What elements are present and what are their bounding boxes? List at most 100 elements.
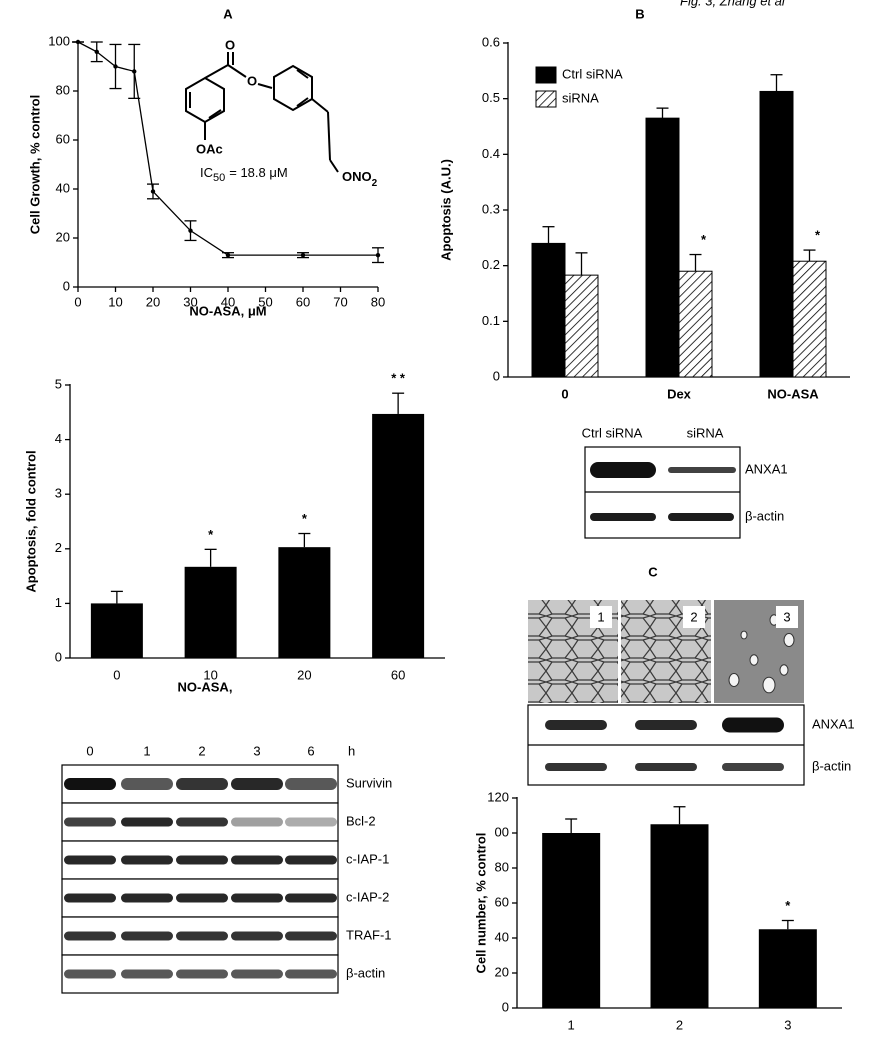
blot-band bbox=[231, 969, 283, 979]
data-point bbox=[188, 228, 193, 233]
blot-band bbox=[64, 778, 116, 790]
blot-band bbox=[121, 817, 173, 827]
legend-swatch bbox=[535, 90, 557, 108]
row-label: Bcl-2 bbox=[346, 813, 376, 828]
data-point bbox=[150, 189, 156, 194]
annotation: IC50 = 18.8 μM bbox=[200, 165, 288, 183]
legend-label: siRNA bbox=[562, 90, 599, 105]
row-label: Survivin bbox=[346, 775, 392, 790]
image-label-box bbox=[683, 606, 705, 628]
image-label: 1 bbox=[597, 609, 604, 624]
blot-band bbox=[176, 855, 228, 865]
x-tick-label: 2 bbox=[676, 1017, 683, 1032]
structure-label: 2 bbox=[372, 178, 378, 189]
bar bbox=[758, 929, 817, 1008]
x-tick-label: 80 bbox=[371, 294, 385, 309]
legend-swatch bbox=[535, 66, 557, 84]
chemical-structure bbox=[185, 52, 339, 173]
figure-header: Fig. 3, Zhang et al bbox=[680, 0, 786, 8]
image-label: 2 bbox=[690, 609, 697, 624]
legend-label: Ctrl siRNA bbox=[562, 66, 623, 81]
image-label: 3 bbox=[783, 609, 790, 624]
x-tick-label: 10 bbox=[108, 294, 122, 309]
row-label: c-IAP-1 bbox=[346, 851, 389, 866]
bar bbox=[542, 833, 601, 1008]
annotation: IC bbox=[200, 165, 213, 180]
bar bbox=[792, 260, 827, 378]
x-tick-label: 60 bbox=[391, 667, 405, 682]
blot-band bbox=[64, 817, 116, 827]
y-tick-label: 0.3 bbox=[482, 201, 500, 216]
blot-band bbox=[231, 855, 283, 865]
cell bbox=[779, 664, 789, 676]
row-label: β-actin bbox=[812, 758, 851, 773]
blot-band bbox=[285, 931, 337, 941]
blot-band bbox=[590, 462, 656, 478]
y-tick-label: 0 bbox=[502, 999, 509, 1014]
structure-label: ONO2 bbox=[342, 169, 378, 188]
blot-band bbox=[722, 763, 784, 771]
y-tick-label: 60 bbox=[56, 131, 70, 146]
panel-label: B bbox=[635, 6, 644, 21]
significance-label: * bbox=[815, 228, 821, 243]
bar bbox=[564, 274, 599, 378]
panel-label: A bbox=[223, 6, 233, 21]
lane-label: 3 bbox=[253, 743, 260, 758]
lane-label: siRNA bbox=[687, 425, 724, 440]
blot-band bbox=[176, 893, 228, 903]
blot-band bbox=[64, 855, 116, 865]
x-tick-label: 3 bbox=[784, 1017, 791, 1032]
annotation: 50 bbox=[213, 172, 225, 184]
y-tick-label: 0.5 bbox=[482, 90, 500, 105]
image-label-box bbox=[590, 606, 612, 628]
bar bbox=[678, 270, 713, 378]
blot-band bbox=[176, 817, 228, 827]
blot-band bbox=[285, 778, 337, 790]
blot-band bbox=[722, 717, 784, 733]
x-tick-label: 70 bbox=[333, 294, 347, 309]
bar bbox=[650, 824, 709, 1008]
row-label: c-IAP-2 bbox=[346, 889, 389, 904]
bar bbox=[184, 566, 237, 658]
blot-band bbox=[176, 969, 228, 979]
structure-label: O bbox=[225, 37, 235, 52]
data-point bbox=[132, 69, 137, 74]
blot-band bbox=[64, 893, 116, 903]
bar bbox=[90, 603, 143, 658]
x-axis-label: NO-ASA, bbox=[178, 679, 233, 694]
y-tick-label: 20 bbox=[56, 229, 70, 244]
x-tick-label: 20 bbox=[146, 294, 160, 309]
x-tick-label: Dex bbox=[667, 386, 692, 401]
blot-band bbox=[121, 893, 173, 903]
significance-label: * bbox=[302, 511, 308, 526]
cell bbox=[783, 633, 795, 647]
y-tick-label: 3 bbox=[55, 486, 62, 501]
cell bbox=[740, 630, 748, 640]
annotation: = 18.8 μM bbox=[229, 165, 287, 180]
blot-band bbox=[231, 778, 283, 790]
lane-label: Ctrl siRNA bbox=[582, 425, 643, 440]
blot-band bbox=[590, 513, 656, 521]
significance-label: * bbox=[785, 898, 791, 913]
blot-band bbox=[231, 893, 283, 903]
y-tick-label: 0.4 bbox=[482, 146, 500, 161]
blot-band bbox=[635, 720, 697, 730]
blot-band bbox=[285, 817, 337, 827]
x-tick-label: 50 bbox=[258, 294, 272, 309]
structure-label: O bbox=[247, 73, 257, 88]
y-tick-label: 20 bbox=[495, 964, 509, 979]
y-axis-label: Apoptosis, fold control bbox=[23, 450, 38, 592]
blot-band bbox=[545, 763, 607, 771]
data-line bbox=[77, 41, 378, 256]
blot-band bbox=[635, 763, 697, 771]
x-tick-label: 0 bbox=[561, 386, 568, 401]
y-tick-label: 120 bbox=[487, 789, 509, 804]
y-tick-label: 100 bbox=[48, 33, 70, 48]
blot-band bbox=[285, 855, 337, 865]
y-tick-label: 80 bbox=[56, 82, 70, 97]
y-tick-label: 2 bbox=[55, 540, 62, 555]
structure-label: ONO bbox=[342, 169, 372, 184]
bar bbox=[759, 90, 794, 378]
x-axis-label: NO-ASA, μM bbox=[189, 303, 266, 318]
